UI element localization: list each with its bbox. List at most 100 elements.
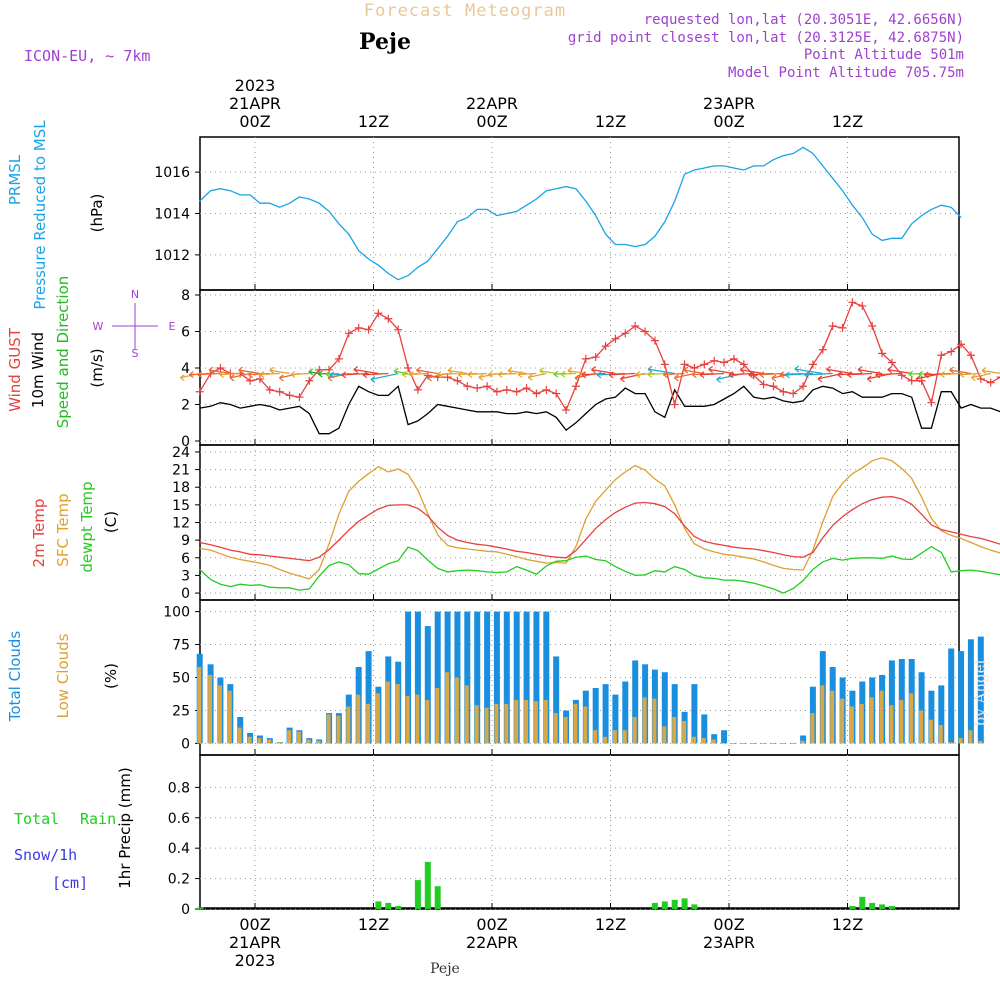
temp-2m-label: 2m Temp [30, 499, 48, 568]
location-title: Peje [359, 29, 411, 55]
precip-snow-unit: [cm] [52, 874, 88, 892]
gust-marker [720, 359, 728, 367]
precip-y-tick-label: 0.4 [168, 841, 190, 857]
gust-marker [700, 360, 708, 368]
bottom-time-label: 2023 [235, 951, 276, 970]
gust-line [200, 302, 1000, 410]
low-clouds-bar [317, 741, 321, 744]
gust-marker [908, 377, 916, 385]
low-clouds-bar [603, 737, 607, 744]
low-clouds-bar [366, 704, 370, 744]
temperature-y-tick-label: 24 [172, 445, 190, 461]
low-clouds-bar [346, 707, 350, 744]
gust-marker [572, 382, 580, 390]
low-clouds-bar [564, 717, 568, 743]
gust-marker [868, 322, 876, 330]
wind-direction-arrow [220, 373, 241, 374]
low-clouds-bar [870, 697, 874, 743]
gust-marker [848, 298, 856, 306]
rain-bar [869, 903, 875, 909]
low-clouds-bar [248, 737, 252, 744]
gust-marker [552, 390, 560, 398]
gust-marker [503, 386, 511, 394]
gust-marker [404, 364, 412, 372]
precip-unit: 1hr Precip (mm) [116, 767, 134, 888]
bottom-time-label: 12Z [832, 915, 863, 934]
gust-marker [286, 391, 294, 399]
low-clouds-bar [949, 742, 953, 743]
low-clouds-bar [889, 705, 893, 743]
rain-bar [879, 904, 885, 909]
bottom-time-label: 12Z [595, 915, 626, 934]
direction-label: Speed and Direction [54, 276, 72, 429]
gust-marker [532, 390, 540, 398]
low-clouds-bar [406, 696, 410, 744]
low-clouds-bar [899, 700, 903, 744]
low-clouds-bar [573, 704, 577, 744]
rain-bar [395, 906, 401, 909]
compass-north: N [131, 288, 139, 301]
footer-location: Peje [430, 961, 460, 977]
compass-west: W [93, 320, 104, 333]
top-time-label: 00Z [239, 112, 270, 131]
wind-label: 10m Wind [29, 332, 47, 408]
low-clouds-bar [336, 716, 340, 744]
low-clouds-bar [583, 707, 587, 744]
gust-marker [493, 388, 501, 396]
gust-marker [523, 384, 531, 392]
gust-marker [196, 388, 204, 396]
temperature-y-tick-label: 15 [172, 498, 190, 514]
bottom-time-label: 23APR [703, 933, 755, 952]
pressure-unit: (hPa) [88, 194, 106, 233]
low-clouds-bar [662, 726, 666, 743]
gust-marker [809, 360, 817, 368]
low-clouds-bar [633, 717, 637, 743]
low-clouds-bar [880, 691, 884, 744]
gust-marker [671, 401, 679, 409]
gust-marker [463, 382, 471, 390]
low-clouds-bar [968, 730, 972, 743]
low-clouds-bar [643, 697, 647, 743]
clouds-unit: (%) [102, 663, 120, 689]
gust-marker [937, 351, 945, 359]
temp-sfc-label: SFC Temp [54, 493, 72, 566]
gust-marker [483, 382, 491, 390]
gust-marker [276, 388, 284, 396]
requested-coordinates: requested lon,lat (20.3051E, 42.6656N) [644, 12, 964, 28]
clouds-y-tick-label: 75 [172, 638, 190, 654]
gust-marker [345, 329, 353, 337]
low-clouds-bar [978, 741, 982, 744]
low-clouds-bar [702, 738, 706, 743]
low-clouds-bar [959, 738, 963, 743]
precip-rain-label: Rain [80, 810, 116, 828]
low-clouds-bar [712, 740, 716, 744]
low-clouds-bar [524, 700, 528, 744]
low-clouds-bar [613, 730, 617, 743]
low-clouds-bar [415, 695, 419, 744]
wind-direction-arrow [291, 373, 309, 374]
rain-bar [672, 900, 678, 909]
bottom-time-label: 00Z [713, 915, 744, 934]
rain-bar [859, 897, 865, 909]
gust-marker [710, 357, 718, 365]
model-name: ICON-EU, ~ 7km [24, 47, 150, 65]
bottom-time-label: 22APR [466, 933, 518, 952]
model-altitude: Model Point Altitude 705.75m [728, 65, 964, 81]
pressure-label-long: Pressure Reduced to MSL [31, 120, 49, 310]
top-time-label: 21APR [229, 94, 281, 113]
low-clouds-bar [544, 700, 548, 744]
low-clouds-bar [623, 730, 627, 743]
low-clouds-bar [257, 738, 261, 743]
total-clouds-bar [761, 743, 767, 744]
low-clouds-bar [287, 730, 291, 743]
precip-snow-label: Snow/1h [14, 846, 77, 864]
low-clouds-bar [386, 682, 390, 744]
bottom-time-label: 12Z [358, 915, 389, 934]
gust-marker [374, 309, 382, 317]
gust-marker [927, 399, 935, 407]
gust-marker [987, 379, 995, 387]
precip-y-tick-label: 0.8 [168, 780, 190, 796]
temperature-y-tick-label: 0 [181, 586, 190, 602]
total-clouds-label: Total Clouds [6, 631, 24, 723]
low-clouds-bar [939, 725, 943, 744]
